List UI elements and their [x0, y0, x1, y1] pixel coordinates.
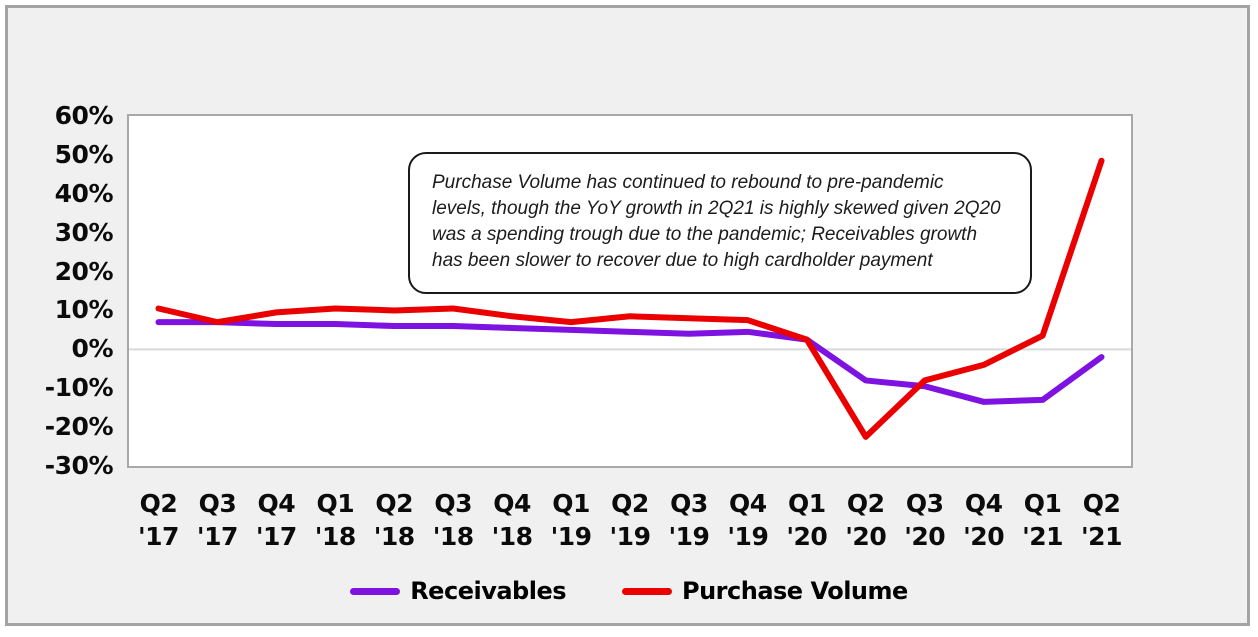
y-axis-tick-label: -10% — [44, 373, 114, 403]
x-axis-tick-label: Q3'19 — [668, 489, 710, 551]
x-axis-tick-label: Q2'18 — [373, 489, 415, 551]
annotation-text-line: was a spending trough due to the pandemi… — [432, 224, 978, 245]
x-axis-tick-label: Q2'20 — [845, 489, 887, 551]
annotation-text-line: levels, though the YoY growth in 2Q21 is… — [432, 198, 1001, 219]
y-axis-tick-label: 10% — [54, 295, 114, 325]
x-axis-tick-label: Q2'21 — [1081, 489, 1122, 551]
chart-legend: Receivables Purchase Volume — [0, 577, 1258, 605]
y-axis-tick-label: 20% — [54, 256, 114, 286]
x-axis-tick-label: Q3'17 — [196, 489, 238, 551]
y-axis-tick-label: 30% — [54, 217, 114, 247]
x-axis-tick-label: Q2'17 — [137, 489, 179, 551]
x-axis-tick-label: Q2'19 — [609, 489, 651, 551]
x-axis-tick-label: Q3'18 — [432, 489, 474, 551]
purchase-volume-swatch-icon — [622, 587, 672, 595]
y-axis-tick-label: 60% — [54, 101, 114, 130]
x-axis-tick-label: Q1'18 — [314, 489, 356, 551]
x-axis-tick-label: Q1'19 — [550, 489, 592, 551]
legend-item-purchase-volume: Purchase Volume — [622, 577, 908, 605]
x-axis-tick-label: Q4'19 — [727, 489, 769, 551]
x-axis-tick-label: Q1'21 — [1022, 489, 1064, 551]
receivables-swatch-icon — [350, 587, 401, 595]
y-axis-tick-label: 0% — [71, 334, 114, 364]
x-axis-tick-label: Q4'18 — [491, 489, 533, 551]
x-axis-tick-label: Q1'20 — [786, 489, 828, 551]
legend-label: Purchase Volume — [682, 577, 908, 605]
y-axis-tick-label: 50% — [54, 139, 114, 169]
line-chart-canvas — [129, 157, 1131, 440]
x-axis-tick-label: Q4'20 — [963, 489, 1005, 551]
y-axis-tick-label: -20% — [44, 412, 114, 442]
legend-label: Receivables — [410, 577, 566, 605]
purchase-volume-line — [155, 157, 1105, 440]
y-axis-tick-label: -30% — [44, 451, 114, 480]
annotation-callout: Purchase Volume has continued to rebound… — [408, 152, 1032, 294]
legend-item-receivables: Receivables — [350, 577, 566, 605]
annotation-text-line: Purchase Volume has continued to rebound… — [432, 172, 944, 193]
x-axis-tick-label: Q4'17 — [255, 489, 297, 551]
y-axis-tick-label: 40% — [54, 178, 114, 208]
receivables-line — [155, 319, 1105, 405]
annotation-text-line: has been slower to recover due to high c… — [432, 250, 933, 271]
x-axis-tick-label: Q3'20 — [904, 489, 946, 551]
